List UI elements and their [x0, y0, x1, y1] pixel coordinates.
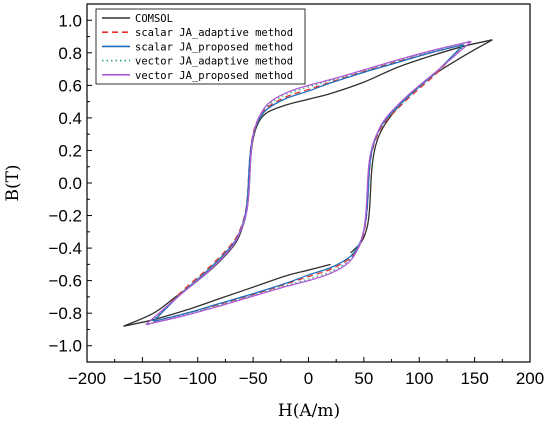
- y-tick-label: −0.8: [48, 304, 82, 323]
- x-tick-label: −100: [179, 369, 217, 388]
- x-tick-label: 0: [304, 369, 313, 388]
- x-tick-label: 50: [354, 369, 373, 388]
- series-line-2-descending: [152, 44, 464, 322]
- y-tick-label: −0.2: [48, 207, 82, 226]
- x-tick-label: 100: [405, 369, 433, 388]
- x-tick-label: −200: [68, 369, 106, 388]
- y-tick-label: 0.8: [58, 44, 82, 63]
- x-tick-label: 150: [460, 369, 488, 388]
- legend-label-2: scalar JA_adaptive method: [135, 27, 293, 39]
- legend-label-4: vector JA_adaptive method: [135, 56, 293, 68]
- y-axis-title: B(T): [3, 164, 23, 201]
- x-tick-label: 200: [516, 369, 544, 388]
- y-tick-label: −0.4: [48, 239, 82, 258]
- series-layer: [123, 39, 493, 327]
- x-tick-label: −50: [239, 369, 268, 388]
- y-tick-label: −1.0: [48, 337, 82, 356]
- legend-box: [95, 8, 306, 85]
- series-line-2-ascending: [153, 44, 465, 322]
- legend-label-3: scalar JA_proposed method: [135, 41, 293, 53]
- axis-layer: −200 −150 −100 −50 0 50 100 150 200 1.0 0.8 0.6 0.4 0…: [48, 11, 544, 388]
- series-line-5-descending: [145, 40, 472, 326]
- x-axis-title: H(A/m): [278, 401, 340, 421]
- legend-label-5: vector JA_proposed method: [135, 70, 293, 82]
- legend-label-1: COMSOL: [135, 13, 173, 25]
- y-tick-label: 0.0: [58, 174, 82, 193]
- y-tick-label: 0.6: [58, 76, 82, 95]
- series-line-3-descending: [152, 44, 464, 322]
- series-line-5-ascending: [145, 40, 472, 326]
- y-tick-label: 1.0: [58, 11, 82, 30]
- x-tick-label: −150: [123, 369, 161, 388]
- y-tick-label: −0.6: [48, 272, 82, 291]
- y-tick-label: 0.4: [58, 109, 82, 128]
- legend: COMSOL scalar JA_adaptive method scalar JA…: [95, 8, 306, 85]
- series-line-3-ascending: [153, 44, 465, 322]
- y-tick-label: 0.2: [58, 141, 82, 160]
